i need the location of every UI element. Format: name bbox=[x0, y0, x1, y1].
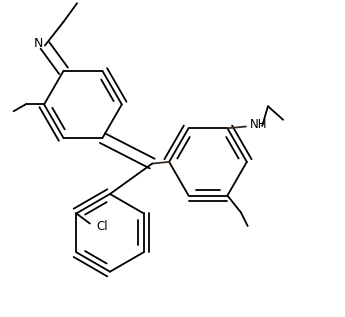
Text: NH: NH bbox=[250, 118, 267, 131]
Text: N: N bbox=[34, 37, 43, 50]
Text: Cl: Cl bbox=[96, 220, 108, 233]
